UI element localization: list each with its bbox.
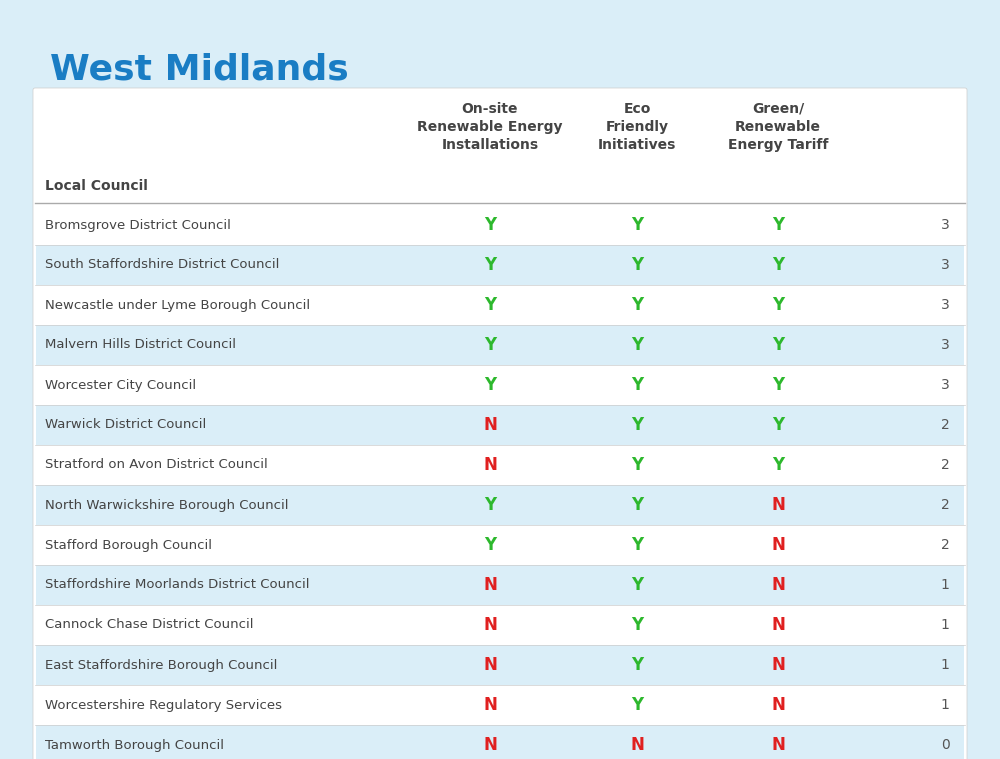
Text: East Staffordshire Borough Council: East Staffordshire Borough Council	[45, 659, 277, 672]
Bar	[36, 445, 964, 485]
Text: Y: Y	[772, 416, 784, 434]
Text: N: N	[483, 736, 497, 754]
Text: Y: Y	[484, 256, 496, 274]
Text: 3: 3	[941, 378, 949, 392]
Text: Y: Y	[484, 376, 496, 394]
Text: Y: Y	[631, 216, 643, 234]
Bar	[36, 245, 964, 285]
Text: Y: Y	[484, 496, 496, 514]
Text: Y: Y	[772, 296, 784, 314]
Text: Tamworth Borough Council: Tamworth Borough Council	[45, 739, 224, 751]
Text: 1: 1	[941, 698, 949, 712]
Text: 3: 3	[941, 218, 949, 232]
Text: 1: 1	[941, 578, 949, 592]
Text: Warwick District Council: Warwick District Council	[45, 418, 206, 432]
Bar	[36, 725, 964, 759]
Bar	[36, 485, 964, 525]
Text: Y: Y	[631, 536, 643, 554]
Text: Y: Y	[631, 576, 643, 594]
Text: Eco
Friendly
Initiatives: Eco Friendly Initiatives	[598, 102, 676, 152]
Text: South Staffordshire District Council: South Staffordshire District Council	[45, 259, 279, 272]
Text: N: N	[771, 616, 785, 634]
Text: Y: Y	[772, 376, 784, 394]
Text: Local Council: Local Council	[45, 179, 148, 193]
Text: N: N	[483, 656, 497, 674]
Text: N: N	[771, 696, 785, 714]
Text: 3: 3	[941, 258, 949, 272]
Text: Malvern Hills District Council: Malvern Hills District Council	[45, 339, 236, 351]
Text: Staffordshire Moorlands District Council: Staffordshire Moorlands District Council	[45, 578, 310, 591]
Text: Y: Y	[772, 336, 784, 354]
Text: Y: Y	[772, 216, 784, 234]
Text: Worcester City Council: Worcester City Council	[45, 379, 196, 392]
Text: N: N	[483, 696, 497, 714]
Text: N: N	[483, 616, 497, 634]
Text: N: N	[630, 736, 644, 754]
Bar	[36, 405, 964, 445]
Text: Y: Y	[631, 616, 643, 634]
Text: Newcastle under Lyme Borough Council: Newcastle under Lyme Borough Council	[45, 298, 310, 311]
Text: Stratford on Avon District Council: Stratford on Avon District Council	[45, 458, 268, 471]
Bar	[36, 365, 964, 405]
Text: Worcestershire Regulatory Services: Worcestershire Regulatory Services	[45, 698, 282, 711]
Text: N: N	[483, 416, 497, 434]
Bar	[36, 685, 964, 725]
Text: 3: 3	[941, 338, 949, 352]
Text: Y: Y	[772, 256, 784, 274]
Text: Y: Y	[631, 376, 643, 394]
Text: Y: Y	[484, 296, 496, 314]
Bar	[36, 205, 964, 245]
Text: Y: Y	[631, 336, 643, 354]
Text: Bromsgrove District Council: Bromsgrove District Council	[45, 219, 231, 231]
Text: N: N	[483, 576, 497, 594]
Text: N: N	[771, 496, 785, 514]
Text: Y: Y	[631, 656, 643, 674]
Text: West Midlands: West Midlands	[50, 52, 349, 86]
Text: Y: Y	[772, 456, 784, 474]
Text: Y: Y	[631, 696, 643, 714]
Bar	[36, 565, 964, 605]
Text: 0: 0	[941, 738, 949, 752]
Text: Green/
Renewable
Energy Tariff: Green/ Renewable Energy Tariff	[728, 102, 828, 152]
Text: Y: Y	[484, 536, 496, 554]
Text: Y: Y	[484, 336, 496, 354]
Text: 3: 3	[941, 298, 949, 312]
Text: N: N	[771, 576, 785, 594]
FancyBboxPatch shape	[33, 88, 967, 759]
Text: 1: 1	[941, 658, 949, 672]
Text: Y: Y	[631, 456, 643, 474]
Text: N: N	[771, 536, 785, 554]
Text: N: N	[771, 656, 785, 674]
Bar	[36, 645, 964, 685]
Text: North Warwickshire Borough Council: North Warwickshire Borough Council	[45, 499, 288, 512]
Text: On-site
Renewable Energy
Installations: On-site Renewable Energy Installations	[417, 102, 563, 152]
Text: 2: 2	[941, 458, 949, 472]
Text: Y: Y	[631, 496, 643, 514]
Text: Y: Y	[631, 296, 643, 314]
Text: N: N	[483, 456, 497, 474]
Text: N: N	[771, 736, 785, 754]
Text: Y: Y	[631, 256, 643, 274]
Text: 2: 2	[941, 538, 949, 552]
Text: Y: Y	[484, 216, 496, 234]
Text: Stafford Borough Council: Stafford Borough Council	[45, 538, 212, 552]
Bar	[36, 325, 964, 365]
Bar	[36, 605, 964, 645]
Text: 2: 2	[941, 418, 949, 432]
Bar	[36, 525, 964, 565]
Text: 1: 1	[941, 618, 949, 632]
Bar	[36, 285, 964, 325]
Text: Cannock Chase District Council: Cannock Chase District Council	[45, 619, 254, 631]
Text: Y: Y	[631, 416, 643, 434]
Text: 2: 2	[941, 498, 949, 512]
